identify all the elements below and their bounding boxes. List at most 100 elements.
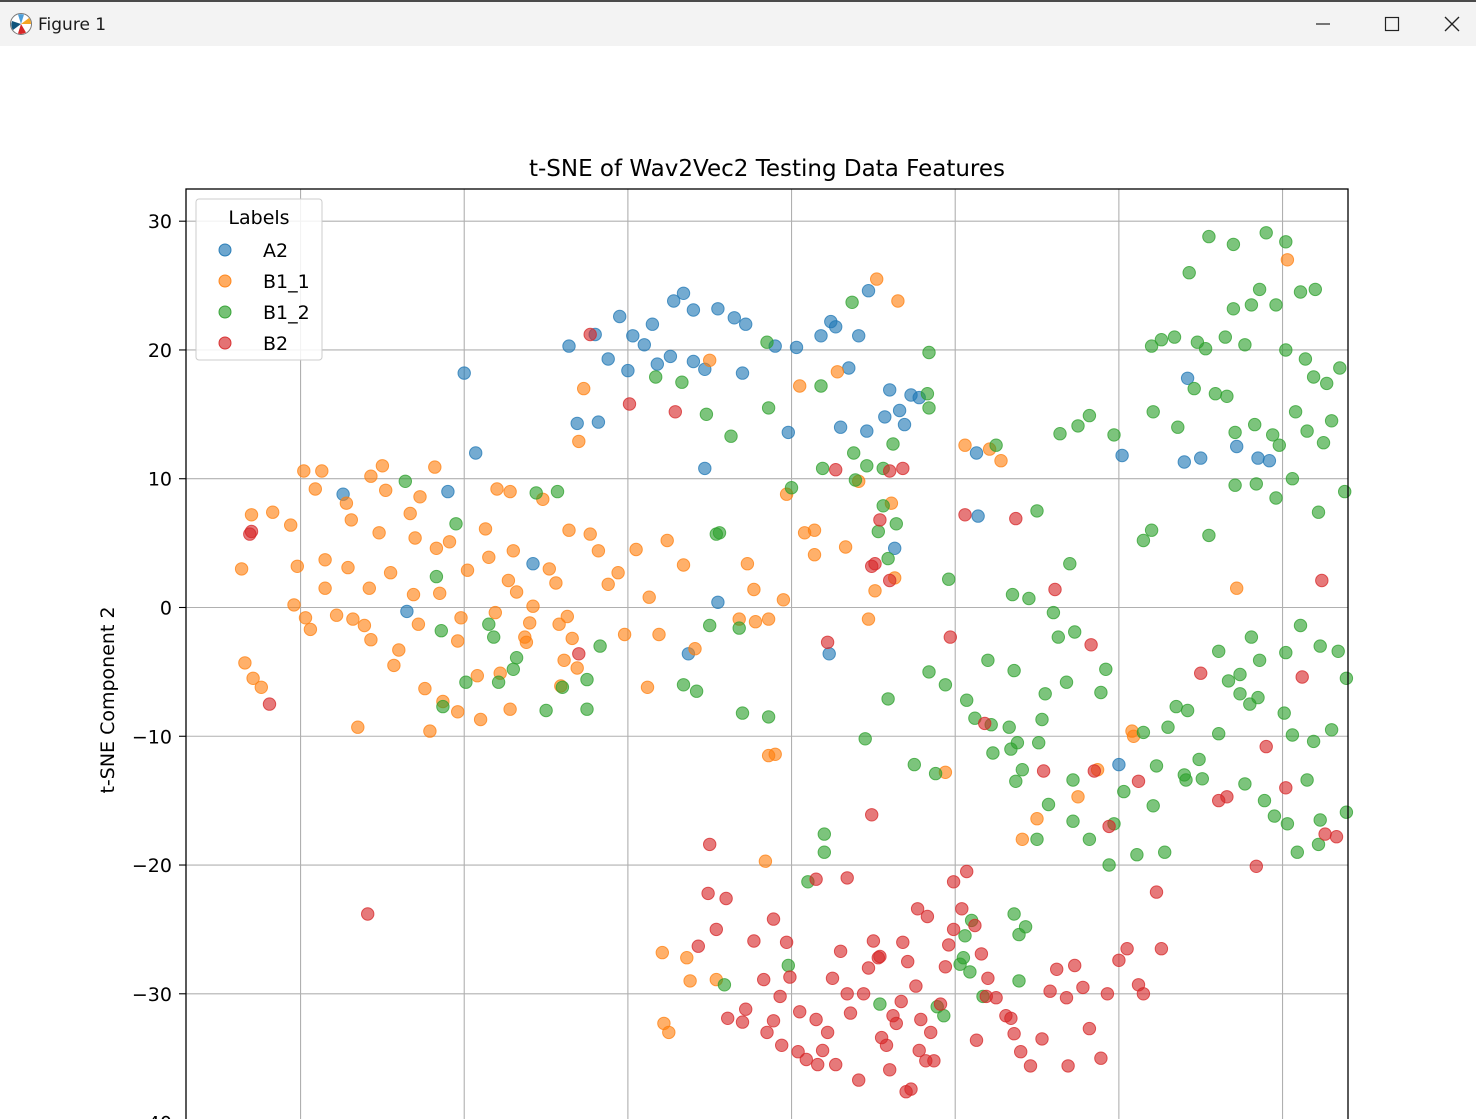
point-b1-2 [529, 486, 543, 500]
point-b1-2 [1068, 625, 1082, 639]
point-b2 [861, 961, 876, 975]
point-b1-1 [364, 469, 378, 483]
point-b1-2 [1279, 645, 1293, 660]
point-b2 [883, 1063, 897, 1077]
point-b1-2 [1136, 725, 1151, 740]
legend-marker [218, 305, 232, 319]
point-b1-1 [238, 656, 252, 670]
point-b2 [912, 1043, 926, 1058]
point-b1-1 [392, 643, 406, 657]
point-b1-2 [1252, 282, 1267, 297]
point-b1-1 [703, 353, 717, 367]
point-b1-2 [847, 446, 861, 460]
minimize-button[interactable] [1290, 2, 1356, 46]
point-a2 [650, 357, 664, 371]
point-b2 [1035, 1032, 1049, 1046]
point-b2 [852, 1073, 866, 1087]
y-tick-label: 20 [148, 340, 172, 362]
point-b1-2 [1030, 832, 1044, 846]
point-b1-2 [398, 474, 412, 488]
point-b2 [1036, 764, 1051, 778]
point-b1-1 [344, 513, 358, 527]
point-b1-2 [845, 295, 859, 309]
point-b1-2 [1136, 533, 1151, 548]
point-b1-2 [675, 375, 689, 389]
point-b2 [1076, 980, 1090, 995]
point-b1-2 [699, 407, 714, 421]
point-b1-2 [860, 459, 874, 473]
point-a2 [789, 340, 804, 355]
point-b1-1 [519, 635, 534, 649]
point-b1-2 [491, 675, 506, 689]
close-button[interactable] [1428, 2, 1476, 46]
point-a2 [781, 425, 795, 440]
point-b1-2 [1030, 504, 1044, 518]
point-b1-2 [1220, 389, 1234, 403]
point-b1-2 [1161, 720, 1175, 734]
point-b2 [879, 1038, 894, 1052]
legend-label: B1_1 [263, 271, 310, 293]
point-b1-2 [814, 379, 828, 393]
point-b1-1 [408, 531, 422, 545]
point-a2 [892, 403, 907, 418]
point-b2 [865, 808, 879, 822]
y-tick-label: −30 [132, 984, 172, 1006]
y-tick-label: 30 [148, 211, 172, 233]
point-b1-2 [1267, 809, 1282, 823]
point-b1-2 [1012, 927, 1026, 942]
point-b2 [1112, 953, 1126, 967]
point-b1-2 [1306, 370, 1321, 384]
point-b2 [1249, 859, 1264, 873]
point-b1-1 [640, 680, 655, 694]
point-b2 [899, 1085, 913, 1099]
maximize-button[interactable] [1359, 2, 1425, 46]
point-b1-2 [1158, 845, 1172, 859]
point-b2 [943, 630, 957, 644]
point-b1-1 [246, 671, 260, 685]
point-b2 [1023, 1059, 1038, 1073]
point-b1-2 [928, 766, 943, 781]
point-b1-2 [1233, 667, 1247, 682]
point-b1-2 [1243, 697, 1257, 711]
point-b1-2 [1339, 671, 1354, 685]
point-b1-2 [922, 345, 936, 360]
title-bar[interactable]: Figure 1 [0, 0, 1476, 46]
y-tick-label: −40 [132, 1113, 172, 1119]
point-b1-2 [724, 429, 738, 443]
point-b1-2 [761, 401, 776, 415]
point-b1-1 [958, 438, 972, 452]
point-b2 [622, 397, 637, 411]
point-b1-2 [1221, 674, 1236, 688]
point-b2 [856, 987, 871, 1001]
point-b2 [739, 1002, 753, 1016]
point-b2 [1087, 764, 1102, 778]
point-b2 [757, 972, 771, 987]
point-b1-1 [442, 535, 457, 549]
point-b1-2 [1005, 587, 1020, 602]
legend: Labels A2 B1_1 B1_2 B2 [195, 198, 323, 361]
point-b1-1 [758, 854, 773, 868]
point-b1-2 [1117, 784, 1131, 799]
point-b1-2 [703, 618, 717, 633]
point-b1-1 [451, 634, 465, 648]
point-b1-1 [570, 661, 584, 675]
point-b2 [1050, 962, 1064, 976]
point-b1-2 [1269, 491, 1283, 505]
point-b2 [910, 902, 925, 916]
point-a2 [735, 366, 750, 380]
point-a2 [739, 317, 753, 331]
point-b1-1 [891, 294, 905, 308]
point-b1-2 [1293, 618, 1308, 633]
point-b1-2 [1144, 523, 1159, 537]
point-b1-1 [482, 550, 496, 564]
point-b1-2 [1146, 799, 1160, 813]
point-b1-2 [1046, 605, 1061, 620]
point-b1-2 [1146, 405, 1160, 419]
point-b2 [583, 327, 597, 342]
point-a2 [637, 338, 651, 352]
point-b1-1 [565, 631, 579, 646]
point-b2 [1120, 942, 1134, 956]
point-a2 [457, 366, 471, 380]
point-b1-2 [1313, 813, 1327, 827]
point-b1-2 [1107, 428, 1121, 442]
